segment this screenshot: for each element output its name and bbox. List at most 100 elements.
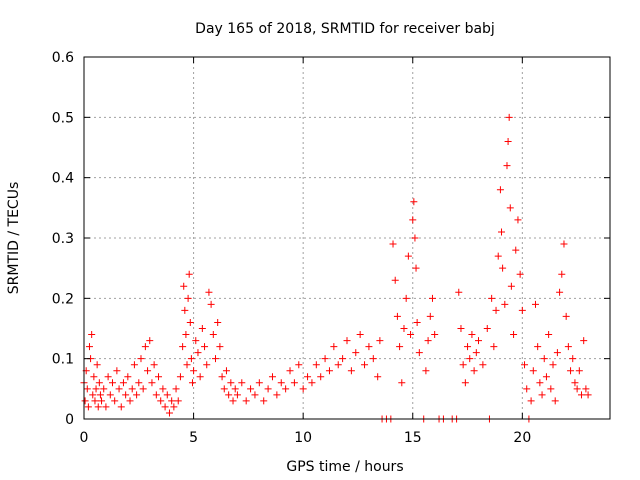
data-point	[179, 343, 187, 351]
data-point	[415, 349, 423, 357]
data-point	[391, 276, 399, 284]
data-point	[126, 397, 134, 405]
data-point	[540, 355, 548, 363]
data-point	[479, 361, 487, 369]
y-tick-label: 0.2	[52, 291, 74, 307]
data-point	[422, 367, 430, 375]
data-point	[180, 282, 188, 290]
tick-labels: 0 5 10 15 20 0 0.1 0.2 0.3 0.4 0.5 0.6	[52, 50, 532, 446]
data-point	[182, 331, 190, 339]
data-point	[113, 367, 121, 375]
data-point	[582, 385, 590, 393]
data-point	[88, 331, 96, 339]
data-point	[529, 367, 537, 375]
data-point	[122, 391, 130, 399]
data-point	[466, 355, 474, 363]
data-point	[374, 373, 382, 381]
data-point	[356, 331, 364, 339]
data-point	[400, 325, 408, 332]
data-point	[225, 391, 233, 399]
data-point	[201, 343, 209, 351]
data-point	[504, 137, 512, 145]
data-point	[389, 240, 397, 248]
y-tick-label: 0.4	[52, 171, 74, 187]
data-point	[119, 379, 127, 387]
data-point	[286, 367, 294, 375]
data-point	[308, 379, 316, 387]
data-point	[155, 373, 163, 381]
x-tick-label: 20	[513, 430, 531, 446]
data-point	[567, 367, 575, 375]
data-point	[106, 391, 114, 399]
data-point	[91, 397, 99, 405]
data-point	[376, 337, 384, 345]
data-point	[426, 312, 434, 320]
x-tick-label: 0	[80, 430, 89, 446]
data-point	[398, 379, 406, 387]
data-point	[506, 204, 514, 212]
data-point	[505, 113, 513, 121]
data-point	[148, 379, 156, 387]
data-point	[157, 397, 165, 405]
data-point	[268, 373, 276, 381]
data-point	[104, 373, 112, 381]
data-point	[339, 355, 347, 363]
data-point	[139, 385, 147, 393]
data-point	[369, 355, 377, 363]
data-point	[347, 367, 355, 375]
data-point	[514, 216, 522, 224]
data-point	[205, 288, 213, 296]
data-point	[124, 373, 132, 381]
data-point	[549, 361, 557, 369]
data-point	[547, 385, 555, 393]
data-point	[94, 403, 102, 411]
data-point	[571, 379, 579, 387]
data-point	[490, 343, 498, 351]
data-point	[84, 403, 92, 411]
data-point	[231, 385, 239, 393]
data-point	[209, 331, 217, 339]
data-point	[580, 337, 588, 345]
data-point	[330, 343, 338, 351]
data-point	[536, 379, 544, 387]
data-point	[233, 391, 241, 399]
data-point	[141, 343, 149, 351]
x-tick-label: 15	[404, 430, 422, 446]
data-point	[251, 391, 259, 399]
data-point	[584, 391, 592, 399]
data-point	[494, 252, 502, 260]
data-point	[165, 409, 173, 417]
data-point	[135, 379, 143, 387]
data-point	[130, 361, 138, 369]
data-point	[299, 385, 307, 393]
data-point	[185, 270, 193, 278]
data-point	[343, 337, 351, 345]
y-axis-label: SRMTID / TECUs	[6, 182, 22, 295]
data-point	[488, 294, 496, 302]
data-point	[159, 385, 167, 393]
chart-title: Day 165 of 2018, SRMTID for receiver bab…	[195, 21, 495, 37]
data-point	[117, 403, 125, 411]
y-tick-label: 0.1	[52, 352, 74, 368]
data-point	[409, 216, 417, 224]
data-point	[464, 343, 472, 351]
data-point	[575, 367, 583, 375]
data-point	[475, 337, 482, 345]
data-point	[196, 373, 204, 381]
data-point	[92, 385, 100, 393]
data-point	[192, 337, 200, 345]
data-point	[407, 331, 415, 339]
data-point	[190, 367, 198, 375]
data-point	[277, 379, 285, 387]
data-point	[146, 337, 154, 345]
data-point	[334, 361, 342, 369]
data-point	[507, 282, 515, 290]
data-point	[365, 343, 373, 351]
y-tick-label: 0.3	[52, 231, 74, 247]
data-point	[560, 240, 568, 248]
plot-frame	[83, 56, 611, 420]
data-point	[222, 367, 230, 375]
data-point	[96, 391, 104, 399]
data-point	[163, 391, 171, 399]
